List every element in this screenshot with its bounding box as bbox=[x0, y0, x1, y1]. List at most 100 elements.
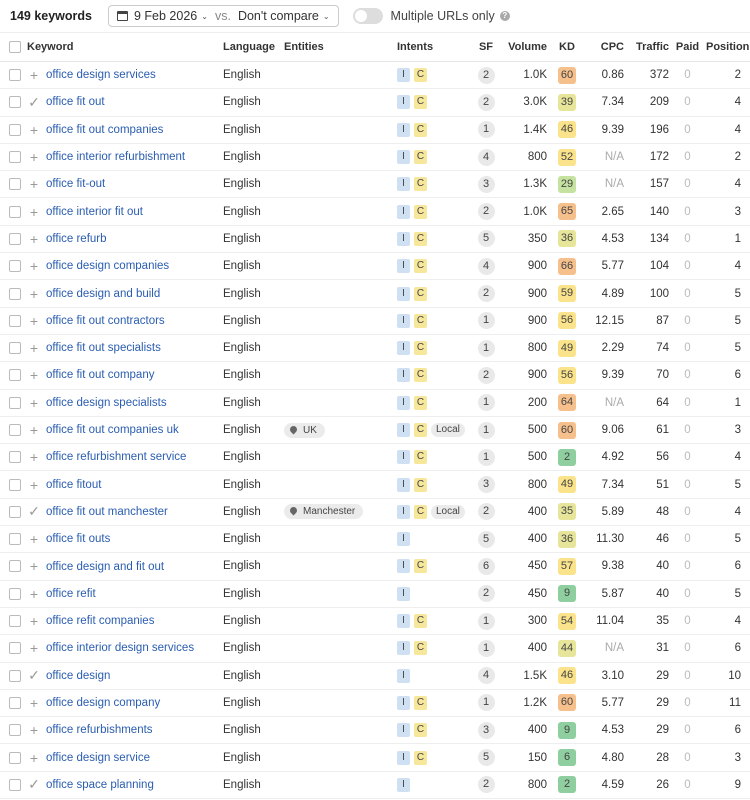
keyword-link[interactable]: office space planning bbox=[46, 778, 154, 791]
keyword-link[interactable]: office fit out contractors bbox=[46, 314, 165, 327]
check-icon[interactable]: ✓ bbox=[28, 93, 40, 110]
sf-badge[interactable]: 4 bbox=[477, 257, 495, 275]
plus-icon[interactable]: + bbox=[29, 640, 39, 657]
sf-badge[interactable]: 5 bbox=[477, 530, 495, 548]
row-checkbox[interactable] bbox=[9, 751, 21, 764]
col-volume[interactable]: Volume bbox=[499, 33, 547, 62]
plus-icon[interactable]: + bbox=[29, 203, 39, 220]
traffic[interactable]: 46 bbox=[624, 525, 669, 554]
row-checkbox[interactable] bbox=[9, 560, 21, 573]
sf-badge[interactable]: 1 bbox=[477, 694, 495, 712]
row-checkbox[interactable] bbox=[9, 396, 21, 409]
row-checkbox[interactable] bbox=[9, 424, 21, 436]
traffic[interactable]: 172 bbox=[624, 143, 669, 172]
sf-badge[interactable]: 5 bbox=[477, 749, 495, 767]
col-cpc[interactable]: CPC bbox=[587, 33, 624, 62]
col-language[interactable]: Language bbox=[223, 33, 284, 62]
row-checkbox[interactable] bbox=[9, 505, 21, 518]
traffic[interactable]: 372 bbox=[624, 61, 669, 90]
traffic[interactable]: 29 bbox=[624, 689, 669, 718]
sf-badge[interactable]: 2 bbox=[477, 66, 495, 84]
row-checkbox[interactable] bbox=[9, 669, 21, 682]
row-checkbox[interactable] bbox=[9, 287, 21, 300]
row-checkbox[interactable] bbox=[9, 451, 21, 464]
sf-badge[interactable]: 1 bbox=[477, 394, 495, 412]
col-entities[interactable]: Entities bbox=[284, 33, 397, 62]
plus-icon[interactable]: + bbox=[29, 722, 39, 739]
row-checkbox[interactable] bbox=[9, 96, 21, 109]
keyword-link[interactable]: office design companies bbox=[46, 260, 170, 273]
sf-badge[interactable]: 6 bbox=[477, 557, 495, 575]
traffic[interactable]: 51 bbox=[624, 470, 669, 499]
traffic[interactable]: 61 bbox=[624, 416, 669, 445]
keyword-link[interactable]: office fit out bbox=[46, 96, 105, 109]
sf-badge[interactable]: 2 bbox=[477, 285, 495, 303]
traffic[interactable]: 196 bbox=[624, 116, 669, 144]
keyword-link[interactable]: office refit bbox=[46, 587, 96, 600]
keyword-link[interactable]: office interior fit out bbox=[46, 205, 143, 218]
traffic[interactable]: 157 bbox=[624, 170, 669, 199]
check-icon[interactable]: ✓ bbox=[28, 503, 40, 520]
traffic[interactable]: 31 bbox=[624, 634, 669, 663]
keyword-link[interactable]: office fit out companies uk bbox=[46, 424, 179, 437]
row-checkbox[interactable] bbox=[9, 642, 21, 655]
row-checkbox[interactable] bbox=[9, 369, 21, 382]
keyword-link[interactable]: office fit out companies bbox=[46, 123, 164, 136]
traffic[interactable]: 74 bbox=[624, 334, 669, 363]
keyword-link[interactable]: office refurbishments bbox=[46, 724, 153, 737]
keyword-link[interactable]: office design services bbox=[46, 69, 156, 82]
keyword-link[interactable]: office design and fit out bbox=[46, 560, 165, 573]
plus-icon[interactable]: + bbox=[29, 121, 39, 138]
row-checkbox[interactable] bbox=[9, 205, 21, 218]
traffic[interactable]: 28 bbox=[624, 743, 669, 772]
plus-icon[interactable]: + bbox=[29, 176, 39, 193]
entity-tag[interactable]: Manchester bbox=[284, 504, 364, 520]
row-checkbox[interactable] bbox=[9, 260, 21, 273]
traffic[interactable]: 87 bbox=[624, 307, 669, 335]
traffic[interactable]: 64 bbox=[624, 389, 669, 417]
traffic[interactable]: 29 bbox=[624, 662, 669, 690]
keyword-link[interactable]: office fit out manchester bbox=[46, 505, 168, 518]
sf-badge[interactable]: 1 bbox=[477, 312, 495, 330]
col-keyword[interactable]: Keyword bbox=[27, 40, 74, 53]
sf-badge[interactable]: 2 bbox=[477, 503, 495, 521]
date-compare-picker[interactable]: 9 Feb 2026 ⌄ vs. Don't compare ⌄ bbox=[108, 5, 339, 27]
traffic[interactable]: 26 bbox=[624, 771, 669, 800]
plus-icon[interactable]: + bbox=[29, 558, 39, 575]
sf-badge[interactable]: 2 bbox=[477, 776, 495, 794]
plus-icon[interactable]: + bbox=[29, 367, 39, 384]
traffic[interactable]: 56 bbox=[624, 443, 669, 472]
help-icon[interactable]: ? bbox=[499, 11, 510, 21]
plus-icon[interactable]: + bbox=[29, 531, 39, 548]
keyword-link[interactable]: office fit out company bbox=[46, 369, 155, 382]
row-checkbox[interactable] bbox=[9, 178, 21, 191]
keyword-link[interactable]: office interior design services bbox=[46, 642, 195, 655]
row-checkbox[interactable] bbox=[9, 587, 21, 600]
plus-icon[interactable]: + bbox=[29, 67, 39, 84]
plus-icon[interactable]: + bbox=[29, 449, 39, 466]
plus-icon[interactable]: + bbox=[29, 312, 39, 329]
sf-badge[interactable]: 1 bbox=[477, 339, 495, 357]
sf-badge[interactable]: 3 bbox=[477, 721, 495, 739]
keyword-link[interactable]: office design specialists bbox=[46, 396, 167, 409]
plus-icon[interactable]: + bbox=[29, 230, 39, 247]
row-checkbox[interactable] bbox=[9, 342, 21, 355]
sf-badge[interactable]: 1 bbox=[477, 448, 495, 466]
keyword-link[interactable]: office fit-out bbox=[46, 178, 106, 191]
plus-icon[interactable]: + bbox=[29, 749, 39, 766]
traffic[interactable]: 104 bbox=[624, 252, 669, 281]
row-checkbox[interactable] bbox=[9, 232, 21, 245]
traffic[interactable]: 35 bbox=[624, 607, 669, 636]
row-checkbox[interactable] bbox=[9, 533, 21, 546]
multiple-urls-toggle[interactable] bbox=[352, 8, 383, 24]
plus-icon[interactable]: + bbox=[29, 613, 39, 630]
plus-icon[interactable]: + bbox=[29, 694, 39, 711]
col-sf[interactable]: SF bbox=[473, 33, 499, 62]
check-icon[interactable]: ✓ bbox=[28, 667, 40, 684]
row-checkbox[interactable] bbox=[9, 478, 21, 491]
sf-badge[interactable]: 2 bbox=[477, 366, 495, 384]
plus-icon[interactable]: + bbox=[29, 340, 39, 357]
keyword-link[interactable]: office design and build bbox=[46, 287, 161, 300]
col-position[interactable]: Position bbox=[706, 33, 750, 62]
keyword-link[interactable]: office design bbox=[46, 669, 111, 682]
